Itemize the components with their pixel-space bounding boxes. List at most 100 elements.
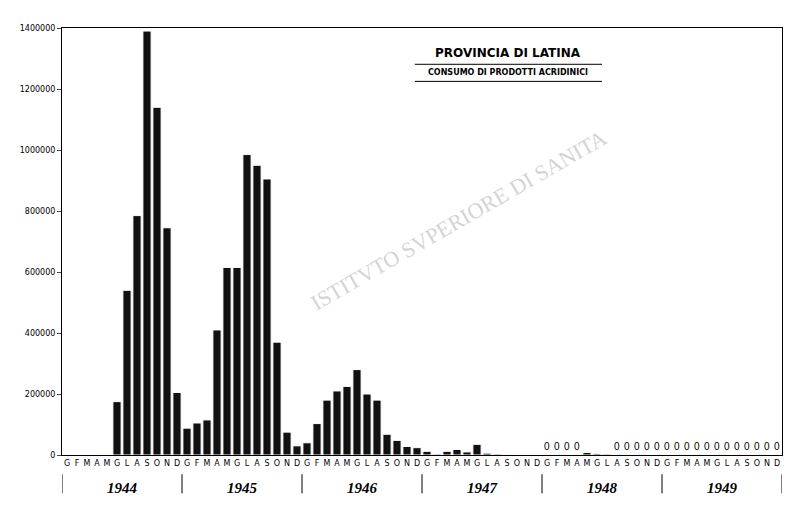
svg-text:0: 0 [734,441,740,452]
svg-text:D: D [294,459,300,468]
svg-text:A: A [614,459,620,468]
svg-text:N: N [404,459,410,468]
svg-text:G: G [474,459,480,468]
svg-text:400000: 400000 [25,329,56,338]
svg-text:PROVINCIA DI LATINA: PROVINCIA DI LATINA [435,46,581,60]
svg-text:D: D [654,459,660,468]
svg-text:O: O [754,459,760,468]
svg-text:S: S [504,459,509,468]
svg-text:A: A [334,459,340,468]
svg-text:N: N [164,459,170,468]
svg-text:F: F [75,459,80,468]
svg-text:A: A [214,459,220,468]
svg-text:1400000: 1400000 [20,24,56,33]
svg-text:N: N [524,459,530,468]
svg-text:0: 0 [564,441,570,452]
svg-text:G: G [304,459,310,468]
svg-text:G: G [354,459,360,468]
svg-text:O: O [154,459,160,468]
svg-text:D: D [534,459,540,468]
svg-text:M: M [344,459,351,468]
svg-text:M: M [584,459,591,468]
svg-text:200000: 200000 [25,390,56,399]
svg-text:F: F [315,459,320,468]
svg-text:1948: 1948 [587,480,618,496]
svg-text:0: 0 [644,441,650,452]
svg-text:0: 0 [574,441,580,452]
svg-text:G: G [114,459,120,468]
svg-text:O: O [394,459,400,468]
svg-text:M: M [104,459,111,468]
svg-text:800000: 800000 [25,207,56,216]
svg-text:L: L [725,459,730,468]
svg-text:1200000: 1200000 [20,85,56,94]
svg-text:G: G [664,459,670,468]
svg-text:1945: 1945 [227,480,258,496]
svg-text:A: A [494,459,500,468]
svg-text:L: L [605,459,610,468]
svg-text:1947: 1947 [467,480,498,496]
svg-text:A: A [374,459,380,468]
svg-text:A: A [94,459,100,468]
svg-text:A: A [254,459,260,468]
svg-text:A: A [734,459,740,468]
svg-text:1944: 1944 [107,480,138,496]
svg-text:M: M [704,459,711,468]
svg-text:S: S [264,459,269,468]
svg-text:L: L [365,459,370,468]
svg-text:G: G [594,459,600,468]
svg-text:L: L [245,459,250,468]
svg-text:0: 0 [744,441,750,452]
svg-text:A: A [454,459,460,468]
svg-text:0: 0 [634,441,640,452]
svg-text:O: O [274,459,280,468]
svg-text:0: 0 [544,441,550,452]
svg-text:F: F [675,459,680,468]
svg-text:O: O [634,459,640,468]
svg-text:0: 0 [684,441,690,452]
svg-text:M: M [324,459,331,468]
svg-text:O: O [514,459,520,468]
svg-text:A: A [694,459,700,468]
svg-text:0: 0 [704,441,710,452]
svg-text:L: L [125,459,130,468]
svg-text:S: S [384,459,389,468]
svg-text:M: M [684,459,691,468]
svg-text:G: G [424,459,430,468]
svg-text:S: S [624,459,629,468]
svg-text:CONSUMO DI PRODOTTI ACRIDINICI: CONSUMO DI PRODOTTI ACRIDINICI [428,68,588,77]
svg-text:N: N [764,459,770,468]
svg-text:0: 0 [694,441,700,452]
svg-text:F: F [555,459,560,468]
svg-text:F: F [435,459,440,468]
svg-text:1949: 1949 [707,480,738,496]
svg-text:A: A [134,459,140,468]
svg-text:0: 0 [674,441,680,452]
svg-text:G: G [714,459,720,468]
svg-text:0: 0 [554,441,560,452]
svg-text:D: D [174,459,180,468]
svg-text:N: N [284,459,290,468]
svg-text:1000000: 1000000 [20,146,56,155]
svg-text:0: 0 [764,441,770,452]
svg-text:S: S [744,459,749,468]
svg-text:0: 0 [624,441,630,452]
svg-text:G: G [234,459,240,468]
svg-text:M: M [224,459,231,468]
svg-text:0: 0 [614,441,620,452]
svg-text:D: D [414,459,420,468]
svg-text:0: 0 [774,441,780,452]
svg-text:M: M [204,459,211,468]
svg-text:M: M [444,459,451,468]
svg-text:N: N [644,459,650,468]
svg-text:0: 0 [714,441,720,452]
svg-text:M: M [564,459,571,468]
svg-text:G: G [184,459,190,468]
svg-text:1946: 1946 [347,480,378,496]
svg-text:F: F [195,459,200,468]
svg-text:M: M [84,459,91,468]
svg-text:0: 0 [724,441,730,452]
svg-text:M: M [464,459,471,468]
svg-text:0: 0 [664,441,670,452]
svg-text:S: S [144,459,149,468]
